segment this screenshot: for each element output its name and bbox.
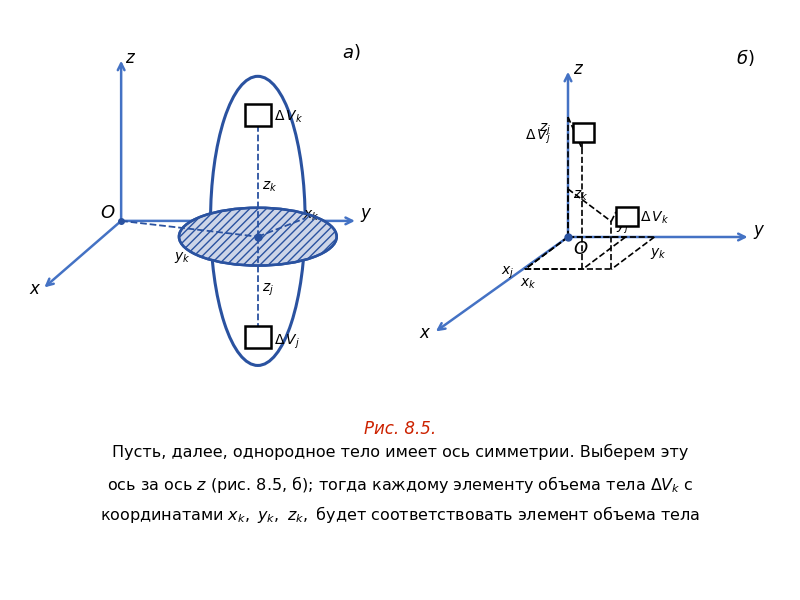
Text: $z_k$: $z_k$ bbox=[573, 188, 588, 203]
Bar bbox=[245, 104, 271, 126]
Text: $\Delta\,V_j$: $\Delta\,V_j$ bbox=[525, 128, 550, 146]
Text: $x_k$: $x_k$ bbox=[302, 208, 319, 223]
Text: $б)$: $б)$ bbox=[736, 47, 754, 68]
Text: $y_k$: $y_k$ bbox=[174, 250, 190, 265]
Text: ось за ось $z$ (рис. 8.5, б); тогда каждому элементу объема тела $\Delta V_k$ с: ось за ось $z$ (рис. 8.5, б); тогда кажд… bbox=[106, 474, 694, 495]
Text: $x$: $x$ bbox=[419, 324, 432, 342]
Text: $y_j$: $y_j$ bbox=[616, 220, 630, 236]
Text: $z_j$: $z_j$ bbox=[262, 282, 274, 298]
Text: $а)$: $а)$ bbox=[342, 42, 361, 62]
Text: $z_j$: $z_j$ bbox=[539, 121, 551, 138]
Ellipse shape bbox=[210, 76, 305, 365]
Bar bbox=[245, 326, 271, 348]
Text: $\Delta\,V_j$: $\Delta\,V_j$ bbox=[274, 332, 299, 351]
Text: $x$: $x$ bbox=[29, 280, 42, 298]
Text: $y$: $y$ bbox=[753, 223, 766, 241]
Text: $\Delta\,V_k$: $\Delta\,V_k$ bbox=[640, 209, 670, 226]
Text: Пусть, далее, однородное тело имеет ось симметрии. Выберем эту: Пусть, далее, однородное тело имеет ось … bbox=[112, 444, 688, 460]
Bar bbox=[616, 207, 638, 226]
Text: $z$: $z$ bbox=[126, 49, 137, 67]
Bar bbox=[573, 123, 594, 142]
Ellipse shape bbox=[179, 208, 337, 266]
Text: $x_j$: $x_j$ bbox=[501, 264, 514, 281]
Text: Рис. 8.5.: Рис. 8.5. bbox=[364, 420, 436, 438]
Text: $z$: $z$ bbox=[573, 60, 584, 78]
Text: $z_k$: $z_k$ bbox=[262, 179, 278, 194]
Text: $y$: $y$ bbox=[360, 206, 373, 224]
Text: $y_k$: $y_k$ bbox=[650, 246, 666, 261]
Text: координатами $x_k,$ $y_k,$ $z_k,$ будет соответствовать элемент объема тела: координатами $x_k,$ $y_k,$ $z_k,$ будет … bbox=[100, 504, 700, 525]
Text: $O$: $O$ bbox=[573, 240, 588, 258]
Text: $O$: $O$ bbox=[100, 204, 115, 222]
Text: $x_k$: $x_k$ bbox=[520, 276, 537, 290]
Text: $\Delta\,V_k$: $\Delta\,V_k$ bbox=[274, 109, 303, 125]
